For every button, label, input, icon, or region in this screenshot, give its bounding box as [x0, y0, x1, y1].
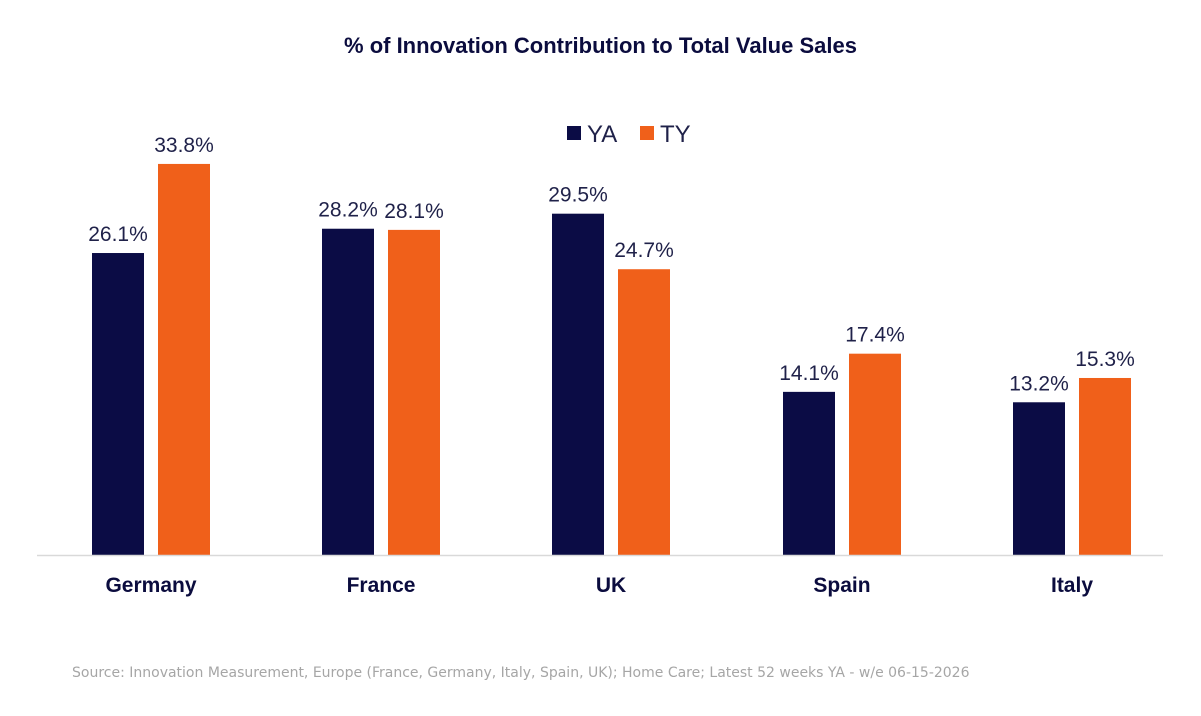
- legend-swatch-ya: [567, 126, 581, 140]
- data-label-ya-uk: 29.5%: [548, 184, 608, 207]
- data-label-ya-spain: 14.1%: [779, 362, 839, 385]
- data-label-ty-spain: 17.4%: [845, 324, 905, 347]
- category-label-france: France: [347, 574, 416, 597]
- bar-ty-uk: [618, 269, 670, 555]
- bar-ty-germany: [158, 163, 210, 555]
- bar-ty-italy: [1079, 377, 1131, 555]
- data-label-ty-france: 28.1%: [384, 200, 444, 223]
- bar-ya-spain: [783, 391, 835, 555]
- data-label-ya-italy: 13.2%: [1009, 372, 1069, 395]
- category-labels: Germany France UK Spain Italy: [105, 574, 1093, 597]
- data-label-ty-uk: 24.7%: [614, 239, 674, 262]
- legend-swatch-ty: [640, 126, 654, 140]
- legend-label-ya: YA: [587, 121, 617, 148]
- bar-ya-uk: [552, 213, 604, 555]
- chart-title: % of Innovation Contribution to Total Va…: [344, 33, 857, 58]
- legend-label-ty: TY: [660, 121, 691, 148]
- category-label-uk: UK: [596, 574, 626, 597]
- bar-ty-spain: [849, 353, 901, 555]
- data-label-ty-germany: 33.8%: [154, 134, 214, 157]
- category-label-germany: Germany: [105, 574, 196, 597]
- source-note: Source: Innovation Measurement, Europe (…: [72, 665, 970, 681]
- bar-chart: YA TY 26.1% 28.2% 29.5% 14.1% 13.2% 33.8% 28.1%…: [37, 121, 1163, 597]
- bar-ty-france: [388, 229, 440, 555]
- bar-ya-italy: [1013, 402, 1065, 555]
- bar-ya-germany: [92, 253, 144, 555]
- data-label-ya-france: 28.2%: [318, 199, 378, 222]
- bars-group: 26.1% 28.2% 29.5% 14.1% 13.2% 33.8% 28.1% 24.7%…: [88, 134, 1135, 555]
- bar-ya-france: [322, 228, 374, 555]
- category-label-spain: Spain: [813, 574, 870, 597]
- category-label-italy: Italy: [1051, 574, 1093, 597]
- legend: YA TY: [567, 121, 691, 148]
- data-label-ya-germany: 26.1%: [88, 223, 148, 246]
- data-label-ty-italy: 15.3%: [1075, 348, 1135, 371]
